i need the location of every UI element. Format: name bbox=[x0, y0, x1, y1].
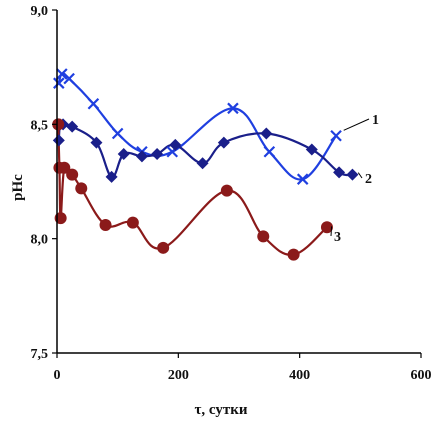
series-1-label: 1 bbox=[372, 113, 379, 128]
series-2-label: 2 bbox=[365, 172, 372, 187]
series-3-point bbox=[257, 230, 270, 243]
series-1-point bbox=[53, 77, 65, 89]
x-tick-label: 200 bbox=[168, 368, 189, 383]
series-1-point bbox=[296, 173, 309, 185]
series-3-point bbox=[220, 184, 233, 197]
series-3-point bbox=[52, 118, 65, 131]
series-1-label-leader bbox=[343, 118, 370, 131]
x-tick-label: 600 bbox=[411, 368, 432, 383]
y-tick-label: 8,0 bbox=[31, 233, 49, 248]
series-1-point bbox=[87, 97, 100, 110]
series-2-point bbox=[305, 143, 318, 156]
series-3-point bbox=[126, 216, 139, 229]
series-2-point bbox=[117, 148, 130, 161]
series-2-point bbox=[66, 120, 79, 133]
series-2-point bbox=[52, 134, 65, 147]
y-tick-label: 7,5 bbox=[31, 347, 49, 362]
series-3-point bbox=[99, 218, 112, 231]
y-tick-label: 9,0 bbox=[31, 4, 49, 19]
y-tick-label: 8,5 bbox=[31, 118, 49, 133]
series-3-point bbox=[58, 161, 71, 174]
y-axis-title: pHc bbox=[10, 174, 26, 201]
x-tick-label: 400 bbox=[289, 368, 310, 383]
series-3-label: 3 bbox=[334, 230, 341, 245]
series-2-label-leader bbox=[357, 172, 363, 179]
series-1-point bbox=[227, 102, 239, 115]
series-2-point bbox=[346, 168, 359, 181]
series-2-point bbox=[196, 157, 209, 170]
series-2-point bbox=[333, 166, 346, 179]
series-1-point bbox=[330, 129, 342, 142]
series-2-point bbox=[135, 150, 148, 163]
series-3-point bbox=[66, 168, 79, 181]
series-1-point bbox=[63, 72, 75, 85]
series-2-point bbox=[217, 136, 230, 149]
series-3-label-leader bbox=[330, 226, 333, 237]
series-2-point bbox=[260, 127, 273, 140]
x-axis-title: τ, сутки bbox=[194, 402, 247, 418]
series-1-point bbox=[263, 145, 276, 158]
x-tick-label: 0 bbox=[54, 368, 61, 383]
series-1-point bbox=[111, 127, 124, 140]
series-3-point bbox=[320, 221, 333, 234]
series-3-point bbox=[287, 248, 300, 261]
series-2-point bbox=[105, 170, 118, 183]
series-2-point bbox=[90, 136, 103, 149]
series-3-point bbox=[75, 182, 88, 195]
axes-layer: 7,5 8,0 8,5 9,0 0 200 400 600 1 2 3 bbox=[31, 4, 432, 383]
series-2-point bbox=[151, 148, 164, 161]
series-2-point bbox=[169, 138, 182, 151]
series-layer bbox=[52, 68, 359, 261]
series-3-point bbox=[157, 241, 170, 254]
series-1-point bbox=[56, 68, 68, 80]
